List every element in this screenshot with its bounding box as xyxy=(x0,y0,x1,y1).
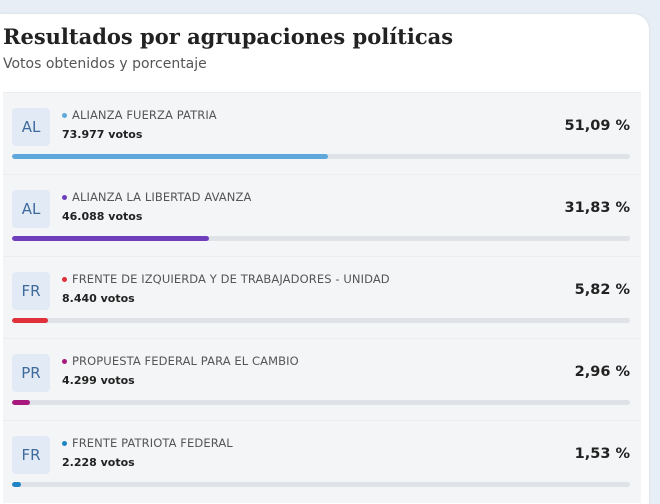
result-row[interactable]: FR FRENTE PATRIOTA FEDERAL 2.228 votos 1… xyxy=(3,420,641,503)
progress-track xyxy=(12,318,630,323)
party-votes: 4.299 votos xyxy=(62,374,135,387)
progress-fill xyxy=(12,154,328,159)
progress-fill xyxy=(12,482,22,487)
result-row[interactable]: PR PROPUESTA FEDERAL PARA EL CAMBIO 4.29… xyxy=(3,338,641,421)
party-name: ALIANZA LA LIBERTAD AVANZA xyxy=(72,190,252,204)
result-row[interactable]: AL ALIANZA FUERZA PATRIA 73.977 votos 51… xyxy=(3,92,641,175)
party-votes: 2.228 votos xyxy=(62,456,135,469)
party-percent: 51,09 % xyxy=(564,118,630,134)
party-color-dot xyxy=(62,195,67,200)
party-percent: 1,53 % xyxy=(574,446,630,462)
party-color-dot xyxy=(62,113,67,118)
section-subtitle: Votos obtenidos y porcentaje xyxy=(3,56,207,72)
party-votes: 8.440 votos xyxy=(62,292,135,305)
party-badge: PR xyxy=(12,354,50,392)
party-percent: 2,96 % xyxy=(574,364,630,380)
result-row[interactable]: FR FRENTE DE IZQUIERDA Y DE TRABAJADORES… xyxy=(3,256,641,339)
party-badge: AL xyxy=(12,108,50,146)
section-title: Resultados por agrupaciones políticas xyxy=(3,24,454,49)
party-badge: FR xyxy=(12,436,50,474)
party-badge: FR xyxy=(12,272,50,310)
results-card: Resultados por agrupaciones políticas Vo… xyxy=(0,14,649,504)
result-row[interactable]: AL ALIANZA LA LIBERTAD AVANZA 46.088 vot… xyxy=(3,174,641,257)
progress-track xyxy=(12,236,630,241)
party-name: PROPUESTA FEDERAL PARA EL CAMBIO xyxy=(72,354,299,368)
party-color-dot xyxy=(62,441,67,446)
party-name: ALIANZA FUERZA PATRIA xyxy=(72,108,217,122)
party-votes: 73.977 votos xyxy=(62,128,143,141)
party-percent: 5,82 % xyxy=(574,282,630,298)
party-percent: 31,83 % xyxy=(564,200,630,216)
progress-fill xyxy=(12,400,31,405)
progress-track xyxy=(12,154,630,159)
party-badge: AL xyxy=(12,190,50,228)
party-color-dot xyxy=(62,277,67,282)
progress-fill xyxy=(12,318,48,323)
party-color-dot xyxy=(62,359,67,364)
party-name: FRENTE DE IZQUIERDA Y DE TRABAJADORES - … xyxy=(72,272,390,286)
progress-track xyxy=(12,482,630,487)
party-name: FRENTE PATRIOTA FEDERAL xyxy=(72,436,233,450)
party-votes: 46.088 votos xyxy=(62,210,143,223)
progress-track xyxy=(12,400,630,405)
progress-fill xyxy=(12,236,209,241)
